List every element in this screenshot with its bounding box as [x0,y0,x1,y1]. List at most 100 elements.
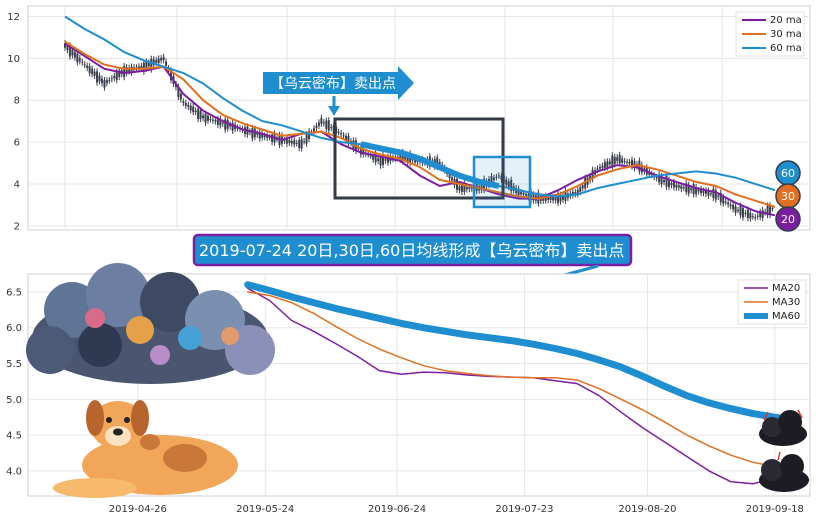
candle-body [401,151,404,162]
candle-body [761,210,764,218]
candle-body [347,135,350,144]
candle-body [525,193,528,196]
bottom-x-tick-label: 2019-07-23 [495,504,553,515]
candle-body [337,131,340,133]
bottom-x-tick-label: 2019-08-20 [618,504,676,515]
signal-box-blue [472,155,532,209]
candle-body [492,177,495,181]
candle-body [285,138,288,144]
candle-body [655,177,658,179]
candle-body [123,65,126,78]
candle-body [216,119,219,125]
candle-body [601,165,604,168]
candle-body [759,211,762,218]
candle-body [261,133,264,138]
candle-body [374,153,377,163]
candle-body [465,187,468,190]
candle-body [490,176,493,184]
candle-body [451,177,454,181]
candle-body [379,157,382,166]
candle-body [377,158,380,161]
candle-body [628,162,631,164]
signal-banner-text: 2019-07-24 20日,30日,60日均线形成【乌云密布】卖出点 [199,241,624,260]
candle-body [700,189,703,194]
candle-body [631,159,634,167]
top-legend: 20 ma 30 ma 60 ma [735,11,805,57]
candle-body [497,175,500,177]
candle-body [204,113,207,123]
candle-body [552,197,555,201]
candle-body [315,125,318,128]
candle-body [598,167,601,169]
candle-body [687,184,690,194]
candle-body [527,194,530,198]
badge-20-label: 20 [781,213,795,226]
candle-body [177,86,180,97]
candle-body [606,161,609,168]
candle-body [463,183,466,192]
candle-body [162,56,165,61]
candle-body [219,118,222,126]
candle-body [692,184,695,195]
candle-body [406,154,409,163]
candle-body [749,212,752,219]
storm-cloud-icon [759,451,809,492]
candle-body [325,120,328,129]
candle-body [544,195,547,201]
candle-body [557,193,560,204]
candle-body [616,157,619,161]
candle-body [460,185,463,192]
candle-body [206,115,209,121]
badge-30-label: 30 [781,190,795,203]
candle-body [554,197,557,201]
candle-body [399,154,402,160]
candle-body [140,66,143,69]
candle-body [732,204,735,210]
candle-body [542,196,545,201]
candle-body [66,45,69,51]
top-y-tick-label: 10 [7,54,20,65]
candle-body [522,193,525,195]
candle-body [596,168,599,171]
bottom-y-tick-label: 6.5 [6,287,22,298]
bottom-y-tick-label: 5.0 [6,395,22,406]
candle-body [340,133,343,135]
candle-body [142,62,145,72]
candle-body [660,176,663,185]
bottom-y-tick-label: 6.0 [6,323,22,334]
candle-body [667,179,670,187]
candle-body [517,188,520,196]
candle-body [663,179,666,182]
candle-body [197,108,200,119]
candle-body [268,137,271,139]
candle-body [189,105,192,111]
candle-body [305,134,308,144]
candle-body [751,216,754,218]
candle-body [608,161,611,165]
candle-body [769,205,772,215]
candle-body [372,154,375,160]
candle-body [68,45,71,57]
candle-body [118,70,121,77]
candle-body [147,62,150,67]
candle-body [547,197,550,200]
candle-body [658,174,661,183]
candle-body [91,68,94,75]
candle-body [251,128,254,139]
candle-body [623,161,626,163]
candle-body [115,71,118,81]
candle-body [576,189,579,195]
candle-body [734,206,737,213]
candle-body [71,49,74,56]
candle-body [685,183,688,192]
candle-body [125,67,128,74]
candle-body [574,192,577,195]
candle-body [182,101,185,104]
candle-body [290,140,293,144]
candle-body [288,139,291,143]
signal-arrow-label: 【乌云密布】卖出点 [270,75,396,92]
candle-body [670,182,673,186]
candle-body [603,162,606,168]
candle-body [470,187,473,189]
